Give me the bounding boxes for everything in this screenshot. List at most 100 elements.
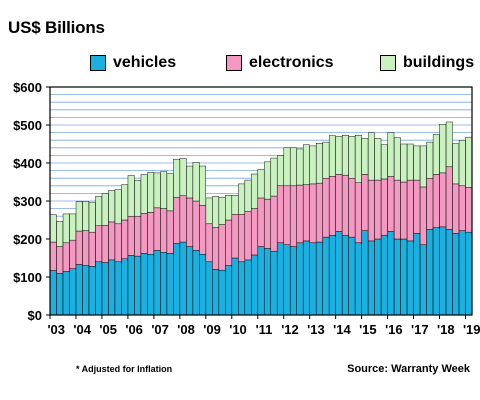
x-tick-label: '15 (359, 322, 377, 337)
bar-vehicles (160, 252, 168, 316)
bar-buildings (147, 172, 155, 213)
bar-buildings (458, 139, 466, 187)
bar-vehicles (225, 265, 232, 316)
bar-electronics (75, 230, 83, 265)
bar-buildings (361, 138, 369, 175)
bar-vehicles (218, 269, 226, 316)
bar-vehicles (179, 241, 187, 316)
bar-electronics (458, 185, 466, 231)
bar-electronics (348, 177, 356, 238)
bar-electronics (205, 223, 213, 263)
bar-buildings (179, 158, 187, 196)
legend-label-vehicles: vehicles (113, 54, 177, 71)
bar-buildings (69, 213, 77, 241)
bar-electronics (426, 177, 434, 230)
bar-buildings (114, 189, 122, 225)
bar-electronics (419, 186, 427, 245)
bar-vehicles (270, 250, 278, 316)
bar-electronics (445, 166, 453, 230)
bar-vehicles (264, 248, 271, 316)
bar-buildings (426, 141, 434, 179)
x-tick-label: '08 (177, 322, 195, 337)
bar-buildings (374, 138, 382, 181)
bar-vehicles (199, 253, 206, 316)
bar-electronics (95, 225, 103, 263)
bar-electronics (367, 179, 375, 242)
bar-buildings (367, 132, 375, 181)
bar-buildings (173, 158, 181, 198)
bar-buildings (419, 145, 427, 188)
bar-vehicles (367, 240, 375, 316)
bar-vehicles (251, 254, 258, 316)
bar-vehicles (387, 231, 395, 316)
bar-electronics (329, 176, 336, 236)
legend: vehicles electronics buildings (0, 54, 480, 74)
bar-buildings (251, 173, 258, 209)
x-tick-label: '12 (281, 322, 299, 337)
bar-buildings (309, 145, 317, 185)
bar-vehicles (114, 261, 122, 316)
bar-electronics (160, 208, 168, 253)
bar-vehicles (192, 250, 200, 316)
bar-buildings (264, 161, 271, 200)
bar-buildings (257, 169, 265, 199)
bar-electronics (374, 179, 382, 240)
bar-vehicles (290, 246, 297, 316)
bar-buildings (231, 195, 239, 215)
bar-electronics (231, 214, 239, 259)
x-tick-label: '05 (99, 322, 117, 337)
bar-electronics (270, 195, 278, 252)
bar-buildings (465, 136, 473, 188)
bar-vehicles (426, 229, 434, 316)
bar-electronics (380, 178, 388, 236)
bar-electronics (212, 227, 219, 270)
bar-vehicles (400, 238, 408, 316)
bar-buildings (354, 135, 362, 183)
bar-buildings (225, 195, 232, 221)
bar-electronics (101, 225, 109, 263)
bar-electronics (452, 183, 460, 234)
bar-electronics (121, 219, 129, 259)
bar-electronics (179, 195, 187, 243)
bar-electronics (199, 205, 206, 255)
bar-vehicles (458, 230, 466, 316)
bar-electronics (439, 172, 447, 228)
bar-vehicles (166, 253, 174, 316)
bar-electronics (69, 239, 77, 269)
bar-vehicles (69, 268, 77, 316)
bar-electronics (153, 207, 161, 251)
bar-vehicles (335, 231, 343, 316)
y-tick-label: $0 (28, 308, 42, 323)
bar-vehicles (56, 272, 64, 316)
bar-electronics (264, 198, 271, 249)
legend-item-buildings: buildings (380, 54, 474, 72)
bar-electronics (238, 214, 245, 263)
bar-buildings (303, 144, 310, 185)
x-tick-label: '07 (151, 322, 169, 337)
bar-electronics (147, 212, 155, 255)
bar-vehicles (153, 250, 161, 316)
bar-buildings (82, 201, 90, 231)
bar-electronics (354, 182, 362, 244)
bar-vehicles (374, 238, 382, 316)
bar-vehicles (108, 259, 116, 316)
bar-buildings (335, 136, 343, 175)
x-axis-ticks: '03 '04 '05 '06 '07 '08 '09 '10 '11 '12 '13 '14 '15 '… (47, 315, 480, 337)
bar-vehicles (445, 229, 453, 316)
bar-vehicles (361, 230, 369, 316)
legend-label-buildings: buildings (403, 54, 475, 71)
bar-buildings (277, 155, 284, 187)
bar-vehicles (419, 244, 427, 316)
bar-electronics (82, 230, 90, 266)
y-axis-ticks: $0 $100 $200 $300 $400 $500 $600 (13, 80, 50, 323)
bar-vehicles (296, 242, 304, 316)
bar-vehicles (231, 257, 239, 316)
bar-buildings (75, 201, 83, 232)
bar-buildings (199, 165, 206, 206)
bar-vehicles (173, 243, 181, 316)
bar-buildings (140, 174, 148, 214)
bar-vehicles (354, 242, 362, 316)
bar-vehicles (465, 231, 473, 316)
bar-buildings (49, 214, 57, 243)
bar-buildings (322, 141, 330, 179)
